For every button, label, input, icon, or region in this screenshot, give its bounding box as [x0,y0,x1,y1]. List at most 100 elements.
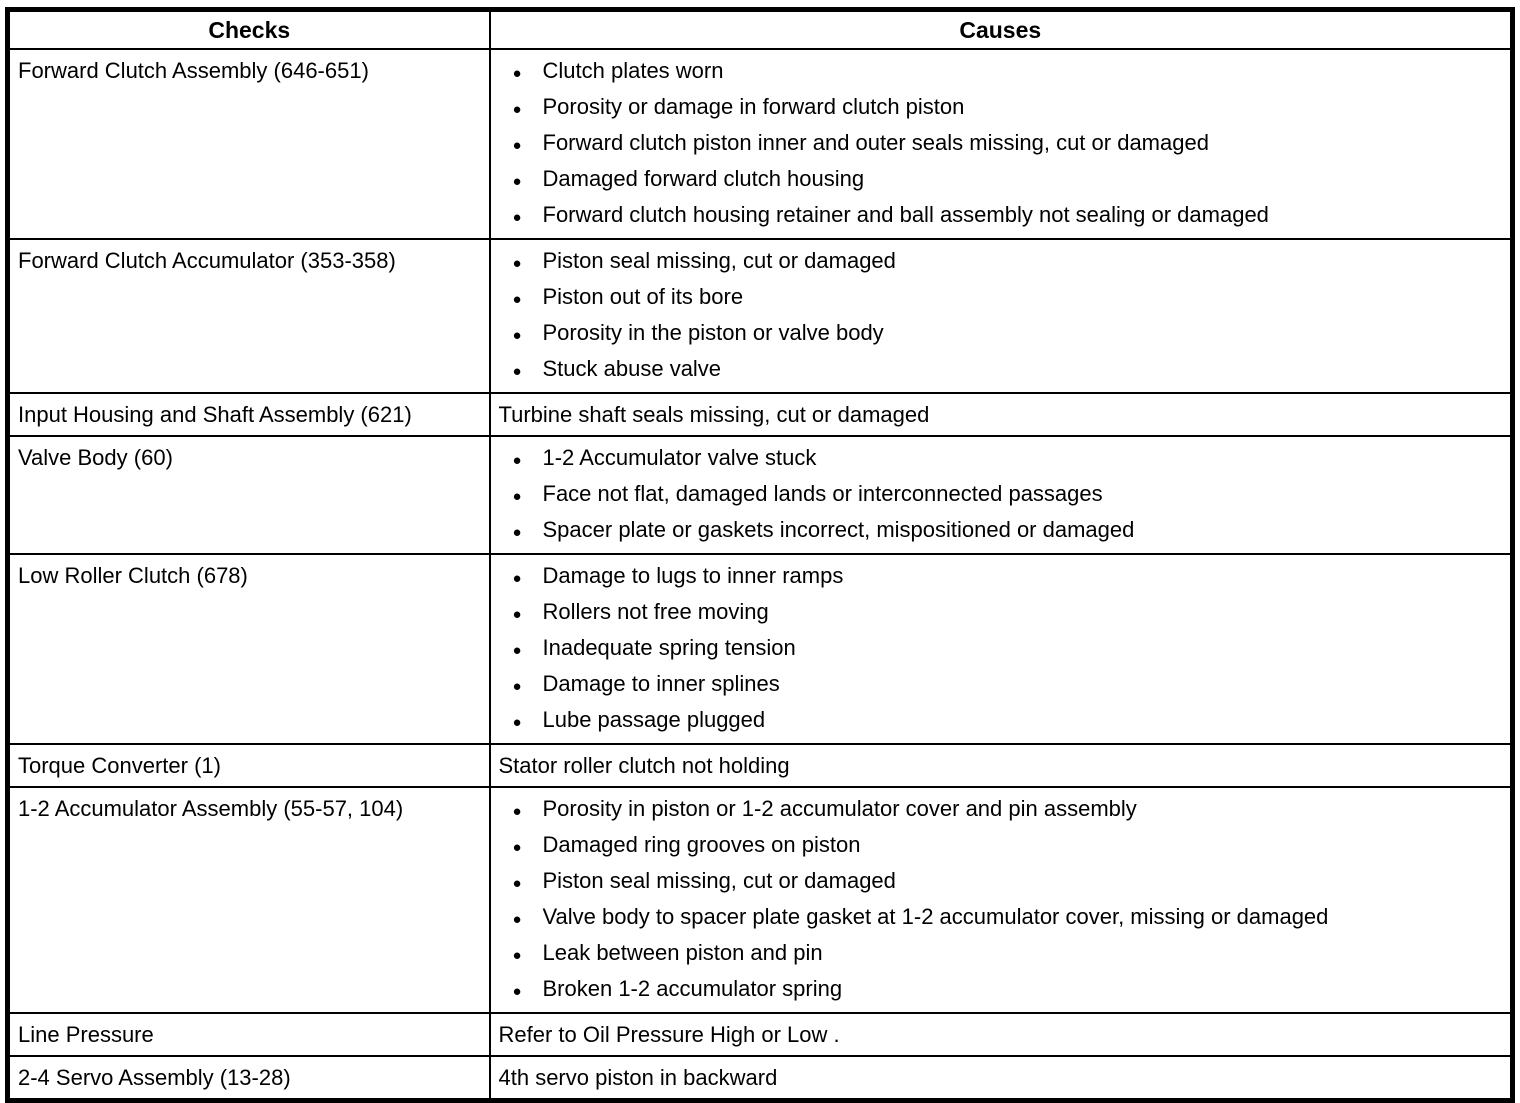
table-row: Forward Clutch Assembly (646-651) ● Clutch… [6,48,1514,240]
table-header: Checks Causes [6,8,1514,50]
bullet-icon: ● [512,137,522,154]
cause-item: ● Piston out of its bore [499,280,1503,316]
check-cell: Forward Clutch Assembly (646-651) [6,48,491,240]
cause-item: ● Stuck abuse valve [499,352,1503,388]
bullet-icon: ● [512,875,522,892]
cause-text: Face not flat, damaged lands or intercon… [542,481,1103,506]
bullet-icon: ● [512,65,522,82]
cause-item: ● Forward clutch piston inner and outer s… [499,126,1503,162]
bullet-icon: ● [512,714,522,731]
cause-item: ● Damage to lugs to inner ramps [499,559,1503,595]
cause-text: Refer to Oil Pressure High or Low . [498,1022,840,1047]
causes-cell: ● Clutch plates worn ● Porosity or damage i… [488,48,1514,240]
cause-item: ● Piston seal missing, cut or damaged [499,244,1503,280]
causes-cell: ● Damage to lugs to inner ramps ● Rollers n… [488,553,1514,745]
cause-text: Damaged forward clutch housing [542,166,865,191]
check-cell: Forward Clutch Accumulator (353-358) [6,238,491,394]
cause-text: Leak between piston and pin [542,940,823,965]
cause-text: Rollers not free moving [542,599,769,624]
cause-item: ● Broken 1-2 accumulator spring [499,972,1503,1008]
table-row: Forward Clutch Accumulator (353-358) ● Pis… [6,238,1514,394]
cause-text: Valve body to spacer plate gasket at 1-2… [542,904,1329,929]
causes-cell: Refer to Oil Pressure High or Low . [488,1012,1514,1057]
cause-text: 1-2 Accumulator valve stuck [542,445,817,470]
bullet-icon: ● [512,947,522,964]
bullet-icon: ● [512,983,522,1000]
bullet-icon: ● [512,488,522,505]
bullet-icon: ● [512,570,522,587]
bullet-icon: ● [512,209,522,226]
cause-text: Lube passage plugged [542,707,766,732]
header-row: Checks Causes [6,8,1514,50]
check-cell: Low Roller Clutch (678) [6,553,491,745]
causes-list: ● Piston seal missing, cut or damaged ● Pis… [499,244,1503,388]
causes-cell: Turbine shaft seals missing, cut or dama… [488,392,1514,437]
bullet-icon: ● [512,101,522,118]
cause-text: Porosity in piston or 1-2 accumulator co… [542,796,1137,821]
bullet-icon: ● [512,255,522,272]
cause-text: Damage to lugs to inner ramps [542,563,844,588]
cause-item: ● Clutch plates worn [499,54,1503,90]
bullet-icon: ● [512,642,522,659]
check-cell: 2-4 Servo Assembly (13-28) [6,1055,491,1102]
cause-item: ● Damaged forward clutch housing [499,162,1503,198]
column-header-checks: Checks [6,8,491,50]
cause-item: ● Damaged ring grooves on piston [499,828,1503,864]
bullet-icon: ● [512,327,522,344]
cause-text: Clutch plates worn [542,58,724,83]
causes-list: ● Damage to lugs to inner ramps ● Rollers n… [499,559,1503,739]
check-cell: Valve Body (60) [6,435,491,555]
cause-item: ● Valve body to spacer plate gasket at 1-… [499,900,1503,936]
bullet-icon: ● [512,173,522,190]
check-cell: 1-2 Accumulator Assembly (55-57, 104) [6,786,491,1014]
cause-item: ● Rollers not free moving [499,595,1503,631]
cause-text: Spacer plate or gaskets incorrect, mispo… [542,517,1135,542]
bullet-icon: ● [512,524,522,541]
causes-cell: ● Piston seal missing, cut or damaged ● Pis… [488,238,1514,394]
causes-list: ● Porosity in piston or 1-2 accumulator c… [499,792,1503,1008]
table-row: Valve Body (60) ● 1-2 Accumulator valve st… [6,435,1514,555]
cause-text: 4th servo piston in backward [498,1065,778,1090]
table-body: Forward Clutch Assembly (646-651) ● Clutch… [6,48,1514,1102]
cause-text: Inadequate spring tension [542,635,796,660]
table-row: Line Pressure Refer to Oil Pressure High … [6,1012,1514,1057]
bullet-icon: ● [512,291,522,308]
cause-text: Porosity or damage in forward clutch pis… [542,94,965,119]
cause-text: Damaged ring grooves on piston [542,832,861,857]
cause-text: Piston seal missing, cut or damaged [542,248,896,273]
table-row: Input Housing and Shaft Assembly (621) Tu… [6,392,1514,437]
bullet-icon: ● [512,839,522,856]
cause-item: ● Inadequate spring tension [499,631,1503,667]
cause-item: ● Lube passage plugged [499,703,1503,739]
table-row: 2-4 Servo Assembly (13-28) 4th servo pist… [6,1055,1514,1102]
cause-text: Stator roller clutch not holding [498,753,790,778]
cause-text: Stuck abuse valve [542,356,722,381]
check-cell: Torque Converter (1) [6,743,491,788]
bullet-icon: ● [512,363,522,380]
cause-item: ● Leak between piston and pin [499,936,1503,972]
cause-item: ● Forward clutch housing retainer and bal… [499,198,1503,234]
causes-list: ● Clutch plates worn ● Porosity or damage i… [499,54,1503,234]
table-row: 1-2 Accumulator Assembly (55-57, 104) ● Po… [6,786,1514,1014]
causes-cell: 4th servo piston in backward [488,1055,1514,1102]
cause-text: Piston out of its bore [542,284,744,309]
cause-item: ● Porosity in the piston or valve body [499,316,1503,352]
bullet-icon: ● [512,452,522,469]
cause-item: ● Damage to inner splines [499,667,1503,703]
check-cell: Line Pressure [6,1012,491,1057]
cause-text: Damage to inner splines [542,671,780,696]
diagnostic-table: Checks Causes Forward Clutch Assembly (6… [5,7,1515,1103]
cause-text: Porosity in the piston or valve body [542,320,884,345]
check-cell: Input Housing and Shaft Assembly (621) [6,392,491,437]
column-header-causes: Causes [488,8,1514,50]
cause-text: Forward clutch piston inner and outer se… [542,130,1209,155]
cause-item: ● Porosity in piston or 1-2 accumulator c… [499,792,1503,828]
cause-text: Broken 1-2 accumulator spring [542,976,843,1001]
cause-item: ● Spacer plate or gaskets incorrect, misp… [499,513,1503,549]
bullet-icon: ● [512,911,522,928]
table-row: Torque Converter (1) Stator roller clutch… [6,743,1514,788]
causes-cell: Stator roller clutch not holding [488,743,1514,788]
cause-text: Piston seal missing, cut or damaged [542,868,896,893]
causes-cell: ● 1-2 Accumulator valve stuck ● Face not fl… [488,435,1514,555]
cause-item: ● 1-2 Accumulator valve stuck [499,441,1503,477]
